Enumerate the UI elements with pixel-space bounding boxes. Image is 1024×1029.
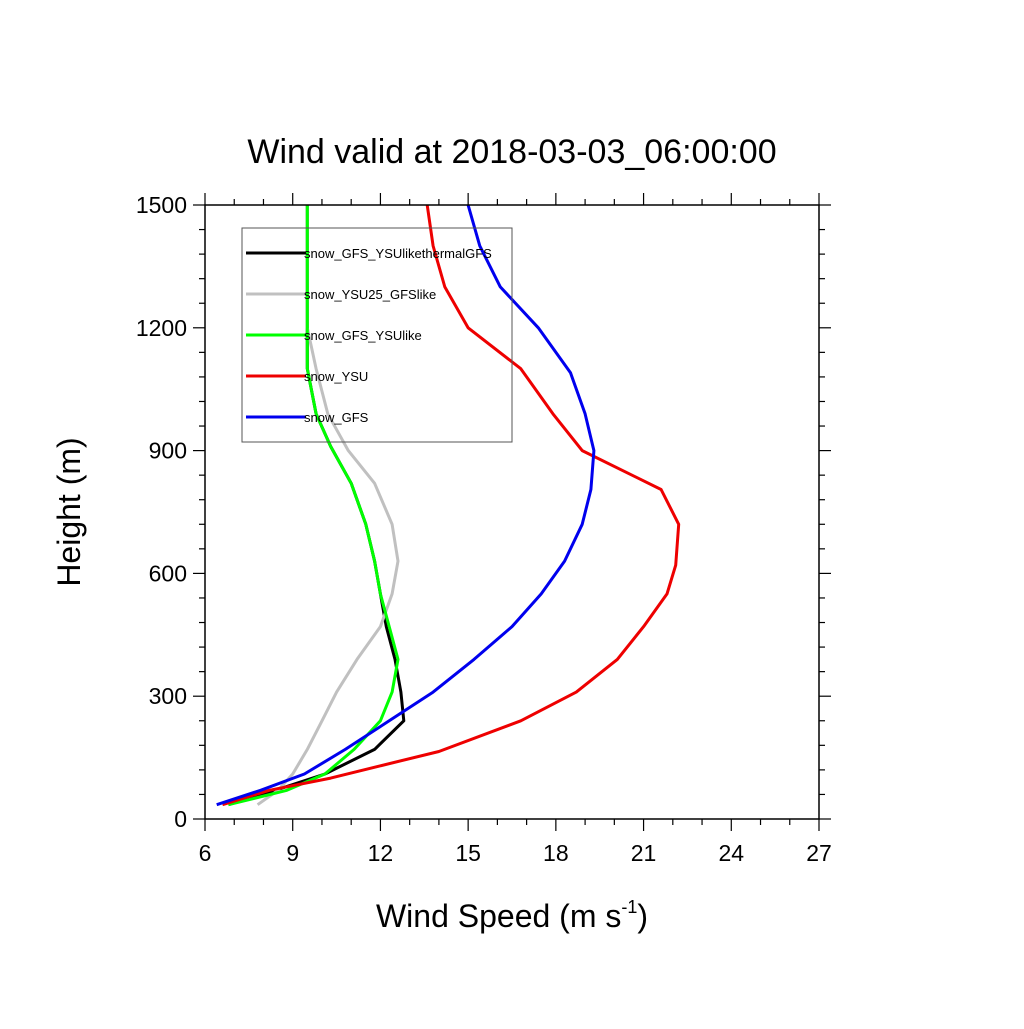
plot-frame [204, 204, 820, 820]
series-lines [216, 204, 681, 807]
legend-label-2: snow_GFS_YSUlike [304, 328, 422, 343]
x-axis-label-superscript: -1 [621, 897, 637, 917]
x-axis-label-tail: ) [637, 898, 648, 934]
legend-box [241, 227, 513, 443]
x-tick-label: 27 [806, 840, 832, 866]
chart-title: Wind valid at 2018-03-03_06:00:00 [247, 133, 776, 171]
x-tick-label: 12 [368, 840, 394, 866]
x-tick-label: 21 [631, 840, 657, 866]
series-line-2 [228, 205, 400, 807]
x-tick-label: 18 [543, 840, 569, 866]
y-axis-label: Height (m) [51, 437, 87, 586]
legend: snow_GFS_YSUlikethermalGFS snow_YSU25_GFS… [241, 227, 513, 443]
series-line-4 [216, 204, 596, 807]
y-tick-label: 1200 [136, 315, 187, 341]
y-tick-label: 1500 [136, 192, 187, 218]
legend-label-4: snow_GFS [304, 410, 369, 425]
x-tick-label: 24 [718, 840, 744, 866]
legend-label-3: snow_YSU [304, 369, 368, 384]
x-axis-label: Wind Speed (m s-1) [376, 897, 648, 934]
legend-label-0: snow_GFS_YSUlikethermalGFS [304, 246, 492, 261]
x-tick-label: 6 [199, 840, 212, 866]
x-tick-label: 9 [286, 840, 299, 866]
y-tick-label: 600 [149, 560, 187, 586]
y-tick-label: 0 [174, 806, 187, 832]
y-tick-label: 900 [149, 438, 187, 464]
legend-label-1: snow_YSU25_GFSlike [304, 287, 436, 302]
y-tick-label: 300 [149, 683, 187, 709]
x-axis-label-main: Wind Speed (m s [376, 898, 621, 934]
series-line-3 [222, 204, 681, 807]
x-tick-label: 15 [455, 840, 481, 866]
axes: 6 9 12 15 18 21 24 27 0 300 600 900 1200 1500 [136, 192, 832, 866]
